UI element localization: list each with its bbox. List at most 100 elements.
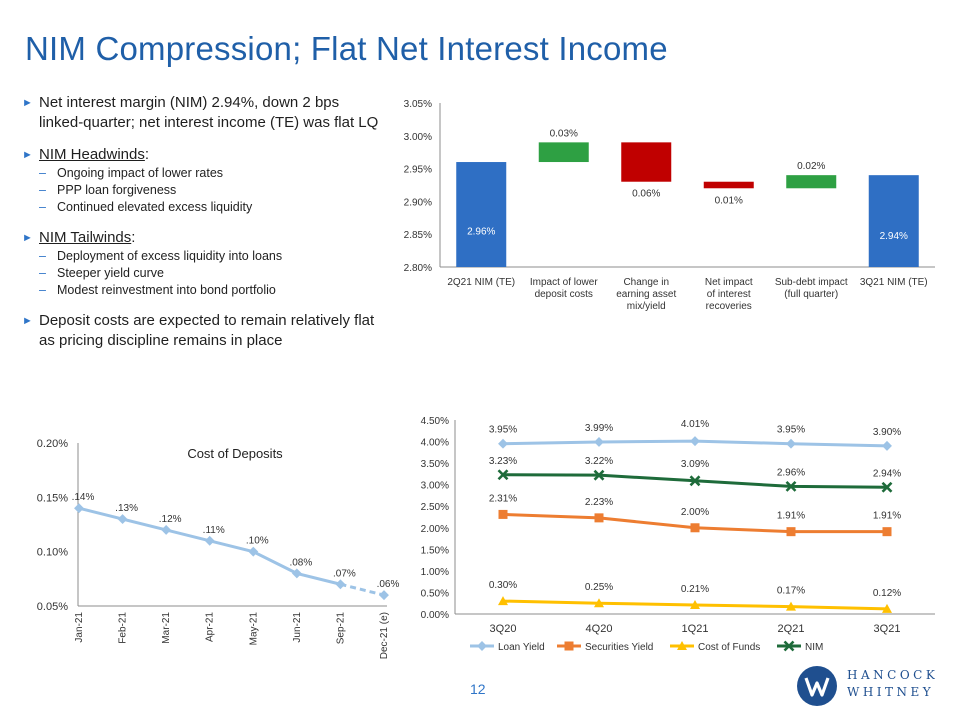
data-point bbox=[882, 527, 892, 537]
y-tick-label: 3.00% bbox=[421, 481, 449, 492]
data-point bbox=[498, 438, 508, 449]
data-point bbox=[74, 503, 84, 514]
data-label: 2.94% bbox=[880, 231, 908, 242]
data-label: 0.21% bbox=[681, 584, 709, 595]
y-tick-label: 1.50% bbox=[421, 545, 449, 556]
data-point bbox=[786, 601, 796, 611]
data-point bbox=[335, 579, 346, 590]
bullet-nim: ► Net interest margin (NIM) 2.94%, down … bbox=[22, 93, 387, 133]
data-label: 3.23% bbox=[489, 456, 517, 467]
x-tick-label: 2Q21 bbox=[778, 623, 805, 635]
data-label: 2.96% bbox=[467, 226, 495, 237]
waterfall-bar bbox=[538, 142, 589, 163]
dash-icon: – bbox=[39, 249, 46, 263]
bullet-colon: : bbox=[131, 229, 136, 246]
data-point bbox=[593, 469, 605, 481]
y-tick-label: 3.05% bbox=[404, 99, 432, 110]
data-label: 1.91% bbox=[777, 511, 805, 522]
cost-line-estimate bbox=[340, 582, 385, 597]
data-point bbox=[690, 436, 700, 447]
data-label: 2.31% bbox=[489, 493, 517, 504]
y-tick-label: 0.15% bbox=[37, 492, 68, 504]
data-point bbox=[786, 527, 796, 537]
slide-title: NIM Compression; Flat Net Interest Incom… bbox=[25, 30, 668, 67]
bullet-arrow-icon: ► bbox=[22, 149, 33, 161]
data-label: 0.25% bbox=[585, 582, 613, 593]
logo-line-1: HANCOCK bbox=[847, 668, 939, 682]
bullet-heading: NIM Tailwinds bbox=[39, 229, 132, 246]
y-tick-label: 2.00% bbox=[421, 524, 449, 535]
data-point bbox=[117, 514, 128, 525]
legend-label: Loan Yield bbox=[498, 642, 545, 653]
data-label: .07% bbox=[333, 568, 356, 579]
y-tick-label: 2.80% bbox=[404, 263, 432, 274]
data-point bbox=[594, 513, 604, 523]
x-tick-label: Change in bbox=[623, 277, 669, 288]
bullet-headwinds: ► NIM Headwinds: – Ongoing impact of lowe… bbox=[22, 145, 387, 216]
data-label: 3.95% bbox=[777, 425, 805, 436]
data-point bbox=[498, 596, 508, 606]
legend-marker bbox=[564, 641, 574, 651]
y-tick-label: 2.50% bbox=[421, 502, 449, 513]
legend-label: NIM bbox=[805, 642, 823, 653]
x-tick-label: May-21 bbox=[248, 612, 259, 646]
data-point bbox=[161, 524, 172, 535]
x-tick-label: Jun-21 bbox=[292, 612, 303, 643]
logo-emblem-icon bbox=[797, 666, 837, 706]
cost-of-deposits-chart: 0.20% 0.15% 0.10% 0.05% Cost of Deposits .14%… bbox=[37, 438, 400, 659]
yields-trend-chart: 4.50% 4.00% 3.50% 3.00% 2.50% 2.00% 1.50% 1.00%… bbox=[421, 416, 935, 653]
bullet-text: Net interest margin (NIM) 2.94%, down 2 … bbox=[39, 94, 379, 131]
legend-marker bbox=[783, 640, 795, 652]
x-tick-label: 4Q20 bbox=[586, 623, 613, 635]
x-tick-label: Dec-21 (e) bbox=[379, 612, 390, 659]
sub-bullet-text: PPP loan forgiveness bbox=[57, 183, 177, 197]
y-tick-label: 0.00% bbox=[421, 610, 449, 621]
dash-icon: – bbox=[39, 283, 46, 297]
data-label: 2.96% bbox=[777, 467, 805, 478]
sub-bullet: – Continued elevated excess liquidity bbox=[39, 199, 387, 216]
x-tick-label: Apr-21 bbox=[205, 612, 216, 642]
y-tick-label: 0.50% bbox=[421, 588, 449, 599]
bullet-deposit-costs: ► Deposit costs are expected to remain r… bbox=[22, 311, 387, 351]
x-tick-label: Impact of lower bbox=[530, 277, 598, 288]
x-tick-label: Jan-21 bbox=[74, 612, 85, 643]
x-tick-label: earning asset bbox=[616, 289, 676, 300]
x-tick-label: (full quarter) bbox=[784, 289, 838, 300]
data-label: 1.91% bbox=[873, 511, 901, 522]
sub-bullet: – Ongoing impact of lower rates bbox=[39, 165, 387, 182]
data-label: 3.90% bbox=[873, 427, 901, 438]
data-label: 3.99% bbox=[585, 423, 613, 434]
sub-bullet: – PPP loan forgiveness bbox=[39, 182, 387, 199]
data-point bbox=[690, 523, 700, 533]
bullet-heading: NIM Headwinds bbox=[39, 146, 145, 163]
x-tick-label: Sep-21 bbox=[335, 612, 346, 645]
data-point bbox=[881, 481, 893, 493]
dash-icon: – bbox=[39, 166, 46, 180]
data-point bbox=[690, 599, 700, 609]
legend-marker bbox=[477, 641, 487, 651]
legend-label: Securities Yield bbox=[585, 642, 653, 653]
data-label: 0.01% bbox=[715, 195, 743, 206]
data-label: 3.22% bbox=[585, 456, 613, 467]
sub-bullet: – Deployment of excess liquidity into loa… bbox=[39, 248, 387, 265]
data-label: 0.17% bbox=[777, 586, 805, 597]
bullet-tailwinds: ► NIM Tailwinds: – Deployment of excess l… bbox=[22, 228, 387, 299]
data-label: 0.06% bbox=[632, 189, 660, 200]
data-label: 0.03% bbox=[550, 128, 578, 139]
data-point bbox=[204, 535, 215, 546]
waterfall-bar bbox=[786, 175, 837, 189]
dash-icon: – bbox=[39, 183, 46, 197]
x-tick-label: mix/yield bbox=[627, 301, 666, 312]
data-label: 0.02% bbox=[797, 161, 825, 172]
hancock-whitney-logo: HANCOCK WHITNEY bbox=[795, 664, 935, 713]
bullet-colon: : bbox=[144, 146, 150, 163]
data-point bbox=[786, 438, 796, 449]
bullet-text: Deposit costs are expected to remain rel… bbox=[39, 312, 375, 349]
bullet-arrow-icon: ► bbox=[22, 97, 33, 109]
sub-bullet-text: Modest reinvestment into bond portfolio bbox=[57, 283, 276, 297]
data-label: .12% bbox=[159, 514, 182, 525]
data-point bbox=[379, 590, 389, 601]
data-label: .10% bbox=[246, 536, 269, 547]
waterfall-bar bbox=[868, 175, 919, 267]
x-tick-label: Sub-debt impact bbox=[775, 277, 848, 288]
